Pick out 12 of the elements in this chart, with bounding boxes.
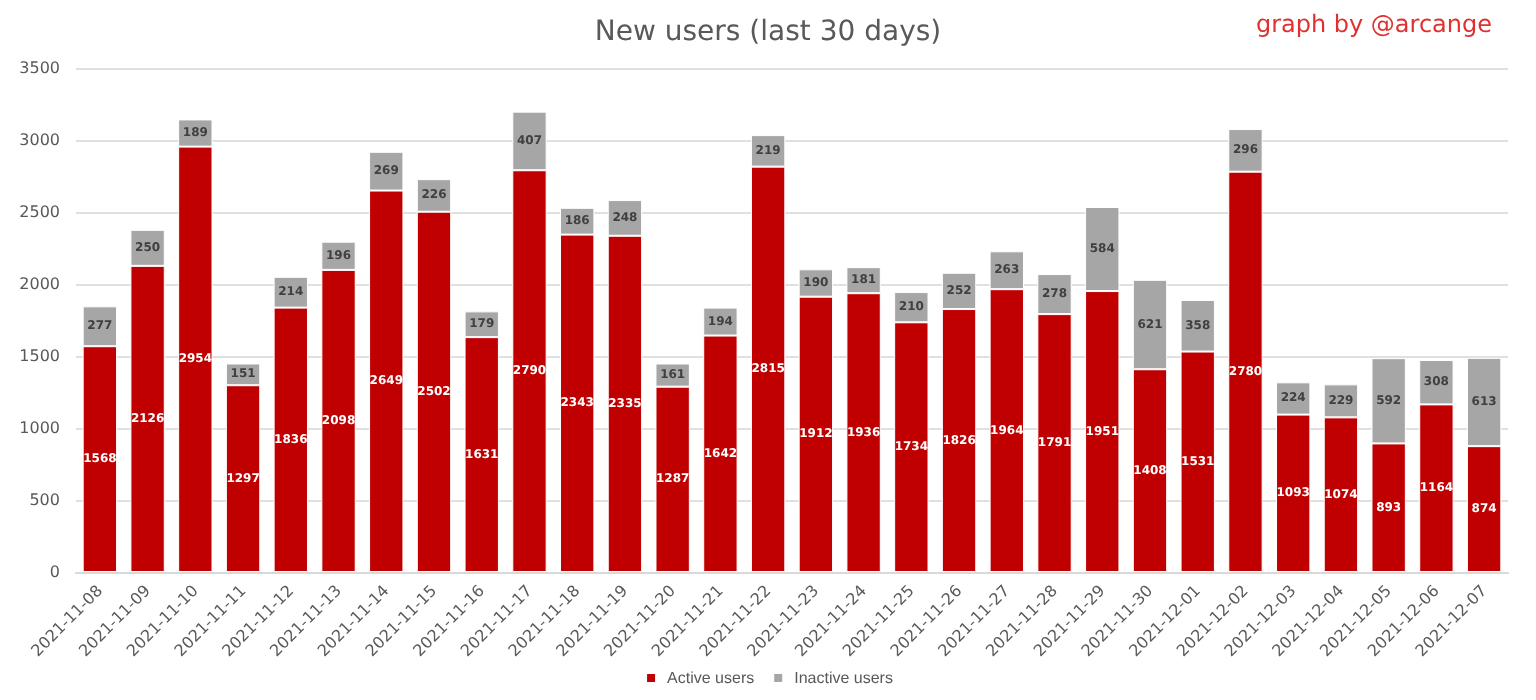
y-tick-label: 2000 <box>19 275 60 293</box>
y-tick-label: 3500 <box>19 59 60 77</box>
y-tick-label: 3000 <box>19 131 60 149</box>
y-tick-label: 1000 <box>19 419 60 437</box>
y-tick-label: 500 <box>29 491 60 509</box>
y-tick-label: 2500 <box>19 203 60 221</box>
y-tick-label: 1500 <box>19 347 60 365</box>
legend-label: Active users <box>667 669 755 687</box>
chart-title: New users (last 30 days) <box>594 16 942 48</box>
legend-label: Inactive users <box>794 669 893 687</box>
text: graph by @arcange <box>1255 10 1493 38</box>
y-tick-label: 0 <box>49 563 60 581</box>
